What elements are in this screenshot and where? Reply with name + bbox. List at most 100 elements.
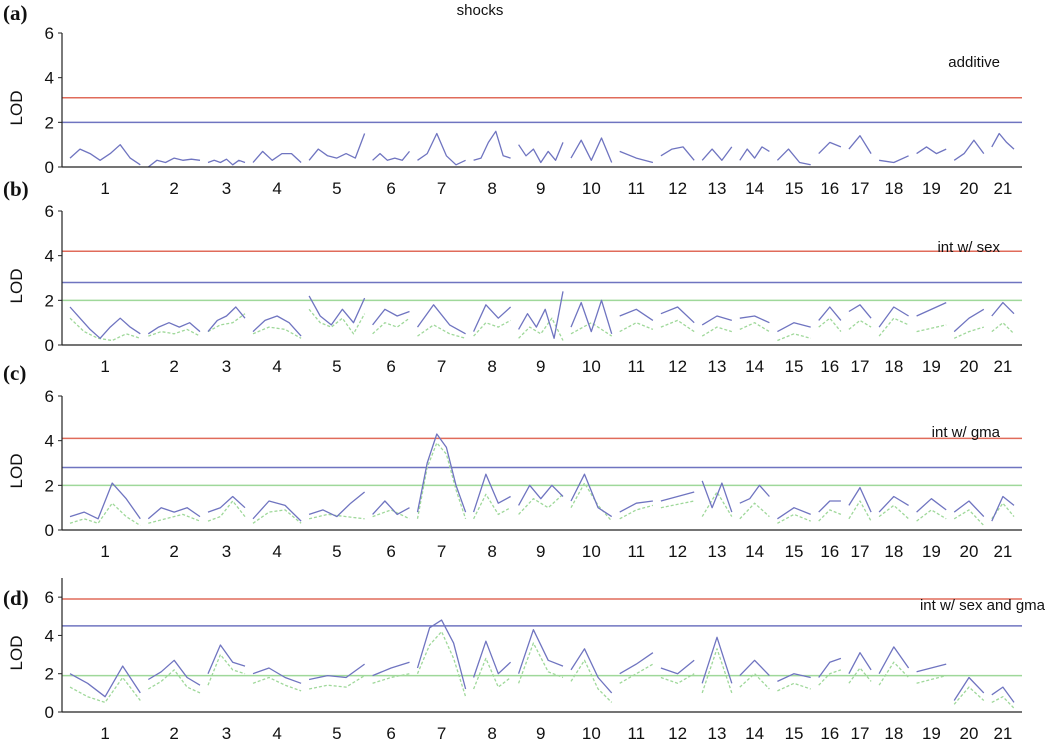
lod-curve-blue-chr19 <box>916 302 947 317</box>
lod-curve-green-chr16 <box>818 509 842 522</box>
chromosome-label: 3 <box>222 542 231 561</box>
lod-curve-green-chr15 <box>777 333 811 342</box>
chromosome-label: 10 <box>582 724 601 740</box>
chromosome-label: 5 <box>332 357 341 376</box>
lod-curve-green-chr1 <box>69 502 141 527</box>
chromosome-label: 8 <box>487 179 496 198</box>
chromosome-label: 12 <box>668 542 687 561</box>
lod-curve-blue-chr7 <box>416 433 467 513</box>
chromosome-label: 17 <box>851 357 870 376</box>
lod-curve-blue-chr2 <box>147 507 201 520</box>
lod-curve-green-chr7 <box>417 324 466 339</box>
lod-curve-green-chr5 <box>308 308 366 335</box>
y-tick-label: 4 <box>45 432 54 451</box>
y-tick-label: 2 <box>45 476 54 495</box>
lod-curve-green-chr3 <box>207 653 246 686</box>
lod-curve-green-chr2 <box>147 669 201 694</box>
lod-curve-green-chr19 <box>916 509 947 522</box>
y-tick-label: 2 <box>45 113 54 132</box>
lod-curve-green-chr17 <box>848 667 872 684</box>
y-tick-label: 4 <box>45 626 54 645</box>
lod-curve-blue-chr1 <box>69 482 141 520</box>
lod-curve-green-chr14 <box>739 673 770 690</box>
panel-label: (a) <box>3 1 28 25</box>
y-tick-label: 6 <box>45 387 54 406</box>
lod-curve-blue-chr2 <box>147 659 201 686</box>
lod-curve-green-chr13 <box>701 326 732 337</box>
lod-curve-blue-chr11 <box>619 150 654 164</box>
chromosome-label: 14 <box>745 724 764 740</box>
lod-curve-blue-chr16 <box>818 306 842 321</box>
panel-annotation: int w/ gma <box>932 424 1001 441</box>
chromosome-label: 18 <box>884 724 903 740</box>
lod-curve-green-chr18 <box>878 661 910 686</box>
lod-curve-blue-chr14 <box>739 146 770 161</box>
lod-curve-green-chr12 <box>660 500 695 509</box>
lod-curve-blue-chr4 <box>252 667 302 684</box>
chromosome-label: 6 <box>386 724 395 740</box>
lod-curve-blue-chr1 <box>69 144 141 166</box>
lod-curve-blue-chr1 <box>69 306 141 339</box>
y-axis-label: LOD <box>7 91 26 126</box>
lod-curve-blue-chr17 <box>848 652 872 675</box>
lod-curve-green-chr21 <box>991 322 1015 335</box>
lod-curve-blue-chr13 <box>701 636 733 684</box>
chromosome-label: 3 <box>222 724 231 740</box>
lod-curve-blue-chr15 <box>777 673 811 682</box>
lod-curve-blue-chr8 <box>473 304 512 332</box>
lod-curve-blue-chr16 <box>818 657 842 678</box>
figure-title: shocks <box>457 2 504 19</box>
lod-curve-blue-chr9 <box>518 291 564 339</box>
chromosome-label: 15 <box>785 724 804 740</box>
lod-curve-green-chr1 <box>69 676 141 704</box>
lod-curve-blue-chr3 <box>207 644 246 674</box>
lod-curve-blue-chr4 <box>252 500 302 522</box>
lod-curve-green-chr14 <box>739 502 770 520</box>
lod-curve-blue-chr14 <box>739 484 770 504</box>
chromosome-label: 19 <box>922 357 941 376</box>
chromosome-label: 8 <box>487 724 496 740</box>
chromosome-label: 10 <box>582 542 601 561</box>
chromosome-label: 21 <box>993 724 1012 740</box>
chromosome-label: 1 <box>100 724 109 740</box>
lod-curve-blue-chr2 <box>147 322 201 335</box>
chromosome-label: 10 <box>582 357 601 376</box>
lod-curve-green-chr17 <box>848 319 872 330</box>
lod-curve-blue-chr4 <box>252 150 302 163</box>
lod-curve-green-chr8 <box>473 493 511 520</box>
lod-curve-blue-chr11 <box>619 308 654 321</box>
lod-curve-green-chr20 <box>953 326 984 339</box>
lod-curve-green-chr18 <box>878 504 910 520</box>
chromosome-label: 9 <box>536 179 545 198</box>
lod-curve-green-chr13 <box>701 648 733 694</box>
chromosome-label: 7 <box>437 357 446 376</box>
lod-curve-blue-chr5 <box>308 663 365 681</box>
chromosome-label: 16 <box>820 724 839 740</box>
lod-curve-blue-chr7 <box>417 132 466 166</box>
y-axis-label: LOD <box>7 454 26 489</box>
lod-curve-green-chr12 <box>660 673 695 684</box>
lod-curve-blue-chr19 <box>916 663 947 673</box>
chromosome-label: 1 <box>100 179 109 198</box>
chromosome-label: 7 <box>437 724 446 740</box>
y-tick-label: 0 <box>45 336 54 355</box>
lod-curve-green-chr7 <box>416 442 467 520</box>
chromosome-label: 2 <box>169 542 178 561</box>
lod-curve-green-chr8 <box>472 657 511 690</box>
lod-curve-green-chr16 <box>818 317 842 333</box>
lod-curve-blue-chr7 <box>416 304 466 335</box>
lod-curve-blue-chr17 <box>848 135 872 154</box>
lod-curve-blue-chr5 <box>308 491 366 518</box>
lod-curve-blue-chr14 <box>739 659 770 677</box>
lod-curve-green-chr9 <box>518 317 564 341</box>
lod-curve-blue-chr8 <box>473 130 511 161</box>
lod-curve-green-chr21 <box>991 502 1015 520</box>
chromosome-label: 20 <box>960 357 979 376</box>
lod-curve-blue-chr3 <box>207 158 246 166</box>
lod-curve-green-chr5 <box>308 513 365 520</box>
chromosome-label: 4 <box>272 179 281 198</box>
lod-curve-blue-chr9 <box>518 484 564 506</box>
lod-curve-blue-chr4 <box>252 315 302 337</box>
chromosome-label: 5 <box>332 724 341 740</box>
